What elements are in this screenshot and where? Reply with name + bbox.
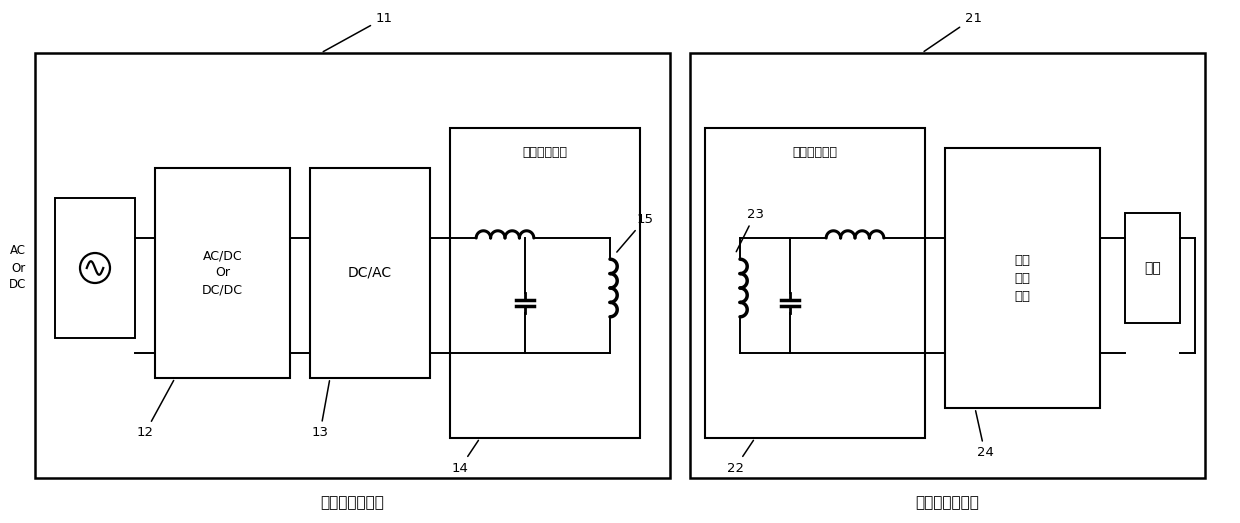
Text: 11: 11 <box>324 12 393 52</box>
Bar <box>706 128 925 438</box>
Bar <box>155 168 290 378</box>
Text: 整流
滤波
单元: 整流 滤波 单元 <box>1014 254 1030 302</box>
Bar <box>1125 213 1180 323</box>
Bar <box>55 198 135 338</box>
Text: 14: 14 <box>451 440 479 474</box>
Bar <box>35 53 670 478</box>
Text: 15: 15 <box>616 213 653 252</box>
Text: AC/DC
Or
DC/DC: AC/DC Or DC/DC <box>202 249 243 297</box>
Text: 12: 12 <box>136 380 174 439</box>
Text: 无线充电接收器: 无线充电接收器 <box>915 495 980 510</box>
Text: 谐振网络单元: 谐振网络单元 <box>522 146 568 160</box>
Text: 23: 23 <box>737 208 764 252</box>
Bar <box>450 128 640 438</box>
Text: 21: 21 <box>924 12 982 51</box>
Text: 22: 22 <box>727 440 754 474</box>
Bar <box>945 148 1100 408</box>
Bar <box>310 168 430 378</box>
Text: DC/AC: DC/AC <box>348 266 392 280</box>
Text: AC
Or
DC: AC Or DC <box>10 244 27 291</box>
Text: 谐振网络单元: 谐振网络单元 <box>792 146 837 160</box>
Text: 无线充电发射器: 无线充电发射器 <box>321 495 384 510</box>
Text: 负载: 负载 <box>1145 261 1161 275</box>
Bar <box>689 53 1205 478</box>
Text: 24: 24 <box>976 411 993 460</box>
Text: 13: 13 <box>311 381 330 439</box>
